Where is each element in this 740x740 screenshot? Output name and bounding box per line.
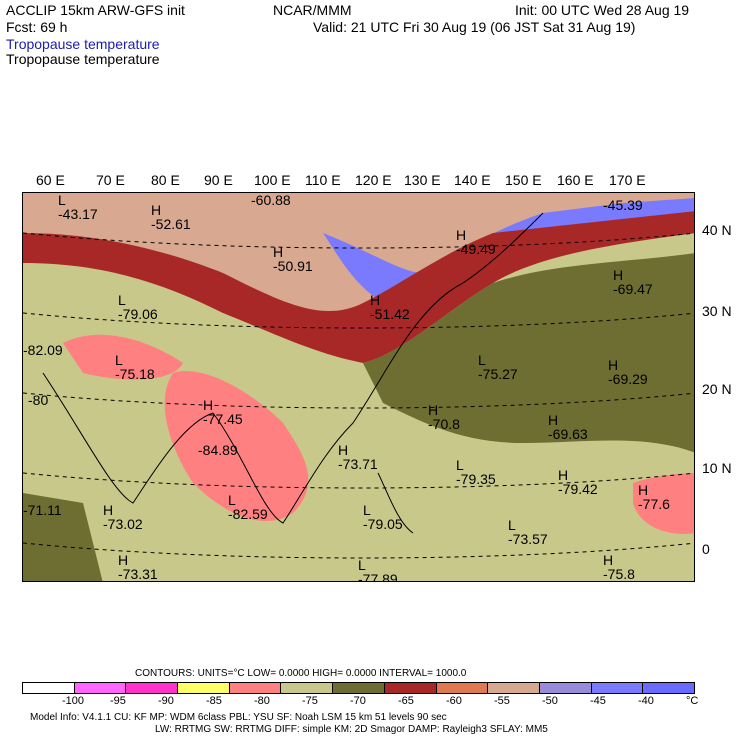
longitude-label: 160 E (557, 172, 594, 188)
colorbar-swatch (333, 683, 385, 693)
model-info-line2: LW: RRTMG SW: RRTMG DIFF: simple KM: 2D … (155, 724, 548, 735)
map-value-label: L -75.18 (115, 352, 155, 382)
map-value-label: -82.09 (23, 342, 63, 358)
colorbar-label: -60 (446, 695, 462, 707)
longitude-label: 80 E (151, 172, 180, 188)
map-value-label: L -82.59 (228, 492, 268, 522)
map-value-label: H -69.29 (608, 357, 648, 387)
colorbar-swatch (229, 683, 282, 693)
colorbar-swatch (23, 683, 75, 693)
colorbar-swatch (281, 683, 334, 693)
latitude-label: 40 N (702, 222, 732, 238)
org-label: NCAR/MMM (273, 2, 352, 18)
map-value-label: -84.89 (198, 442, 238, 458)
map-value-label: H -73.31 (118, 552, 158, 582)
latitude-label: 0 (702, 541, 710, 557)
cold-patch-indochina (164, 371, 309, 522)
map-value-label: H -50.91 (273, 244, 313, 274)
valid-time: Valid: 21 UTC Fri 30 Aug 19 (06 JST Sat … (313, 19, 636, 35)
map-value-label: H -69.47 (613, 267, 653, 297)
colorbar-swatch (384, 683, 437, 693)
map-value-label: L -77.89 (358, 557, 398, 582)
longitude-label: 150 E (505, 172, 542, 188)
colorbar-swatch (178, 683, 230, 693)
band-red (23, 211, 694, 363)
map-value-label: H -73.02 (103, 502, 143, 532)
forecast-hour: Fcst: 69 h (6, 19, 68, 35)
colorbar-label: -50 (542, 695, 558, 707)
colorbar-label: -70 (350, 695, 366, 707)
colorbar-label: -95 (110, 695, 126, 707)
colorbar-label: -40 (638, 695, 654, 707)
latitude-label: 30 N (702, 303, 732, 319)
longitude-label: 60 E (36, 172, 65, 188)
map-value-label: -60.88 (251, 192, 291, 208)
graticule (23, 232, 694, 559)
colorbar-swatch (74, 683, 127, 693)
latitude-label: 20 N (702, 381, 732, 397)
longitude-label: 140 E (454, 172, 491, 188)
field-title-contour: Tropopause temperature (6, 51, 160, 67)
map-value-label: H -77.6 (638, 482, 670, 512)
map-value-label: L -43.17 (58, 192, 98, 222)
colorbar-label: -45 (590, 695, 606, 707)
model-title: ACCLIP 15km ARW-GFS init (6, 2, 185, 18)
band-olive-sw (23, 493, 103, 581)
map-value-label: -71.11 (23, 502, 62, 518)
map-value-label: L -73.57 (508, 517, 548, 547)
colorbar (22, 682, 695, 694)
map-value-label: L -79.05 (363, 502, 403, 532)
latitude-label: 10 N (702, 460, 732, 476)
colorbar-swatch (126, 683, 179, 693)
colorbar-label: -75 (302, 695, 318, 707)
field-title-shaded: Tropopause temperature (6, 36, 160, 52)
colorbar-label: -85 (206, 695, 222, 707)
contour-info: CONTOURS: UNITS=°C LOW= 0.0000 HIGH= 0.0… (135, 668, 467, 679)
colorbar-swatch (539, 683, 592, 693)
map-value-label: L -79.06 (118, 292, 158, 322)
colorbar-label: -90 (158, 695, 174, 707)
colorbar-swatch (643, 683, 694, 693)
colorbar-label: -55 (494, 695, 510, 707)
longitude-label: 70 E (96, 172, 125, 188)
band-olive-east (363, 253, 694, 453)
map-value-label: H -73.71 (338, 442, 378, 472)
map-value-label: H -49.49 (456, 227, 496, 257)
colorbar-label: °C (686, 695, 699, 707)
map-panel: L -43.17 H -52.61 -60.88 -45.39 H -50.91 H -4… (22, 192, 695, 582)
map-value-label: -80 (28, 392, 49, 408)
coastlines (42, 212, 544, 534)
map-value-label: H -51.42 (370, 292, 410, 322)
longitude-label: 100 E (254, 172, 291, 188)
cold-patch-pacific (633, 473, 694, 534)
map-value-label: H -77.45 (203, 397, 243, 427)
colorbar-swatch (436, 683, 489, 693)
map-value-label: H -69.63 (548, 412, 588, 442)
colorbar-swatch (591, 683, 644, 693)
longitude-label: 110 E (305, 172, 341, 188)
init-time: Init: 00 UTC Wed 28 Aug 19 (515, 2, 690, 18)
model-info-line1: Model Info: V4.1.1 CU: KF MP: WDM 6class… (30, 712, 447, 723)
tropopause-temperature-map (23, 193, 694, 581)
longitude-label: 120 E (355, 172, 392, 188)
colorbar-label: -100 (62, 695, 85, 707)
longitude-label: 90 E (204, 172, 233, 188)
map-value-label: H -70.8 (428, 402, 460, 432)
colorbar-label: -80 (254, 695, 270, 707)
map-value-label: H -79.42 (558, 467, 598, 497)
map-value-label: H -52.61 (151, 202, 191, 232)
colorbar-label: -65 (398, 695, 414, 707)
longitude-label: 130 E (404, 172, 441, 188)
longitude-label: 170 E (609, 172, 646, 188)
map-value-label: H -75.8 (603, 552, 635, 582)
map-value-label: L -79.35 (456, 457, 496, 487)
map-value-label: L -75.27 (478, 352, 518, 382)
cold-patch-india (63, 334, 183, 380)
map-value-label: -45.39 (603, 197, 643, 213)
colorbar-swatch (488, 683, 540, 693)
